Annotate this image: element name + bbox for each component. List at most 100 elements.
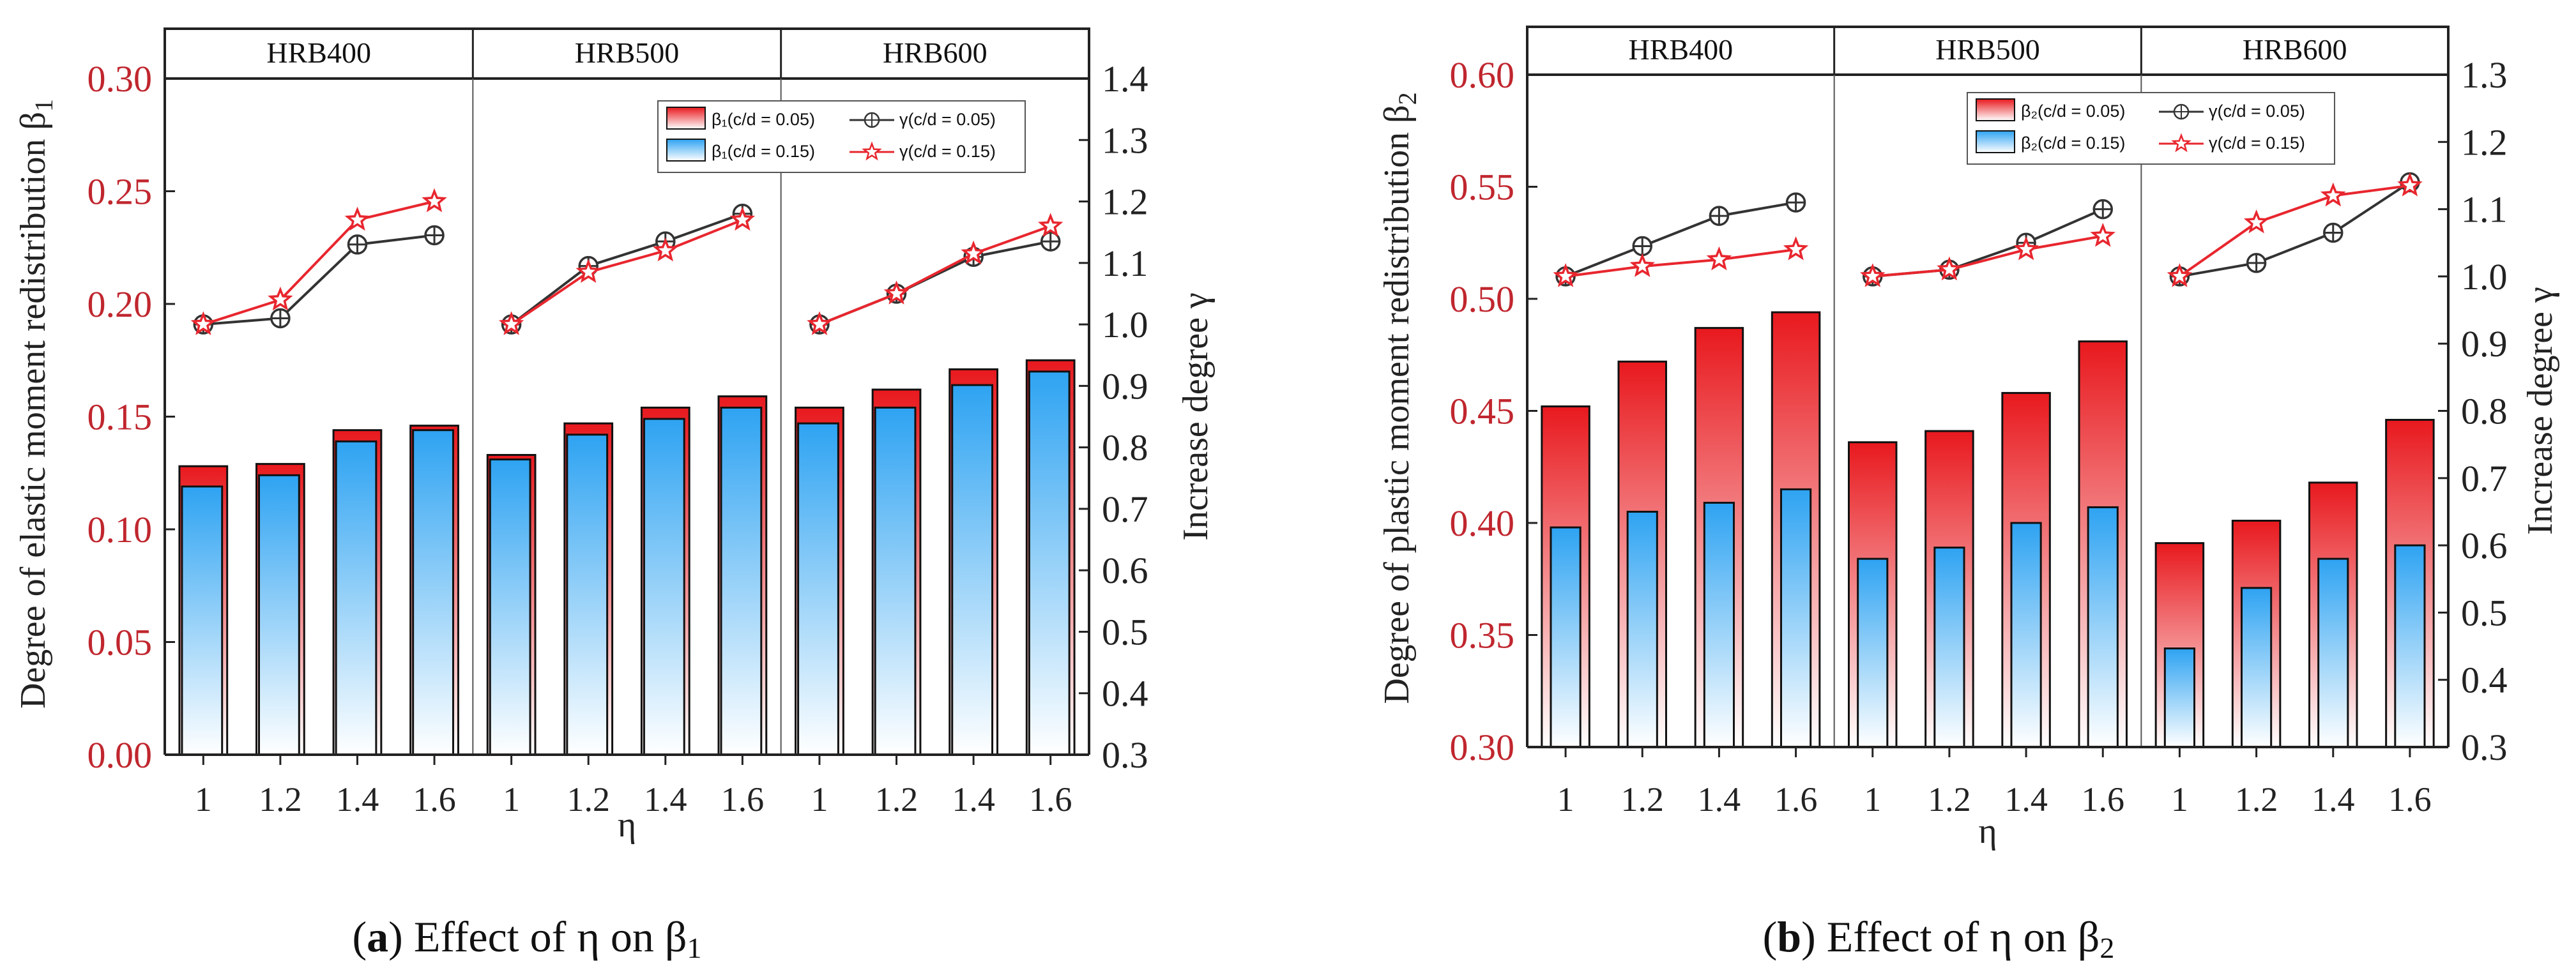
legend-label-line1: γ(c/d = 0.05) [2209,102,2305,121]
legend-swatch-bar2 [666,139,706,162]
bar-series2-7 [720,406,763,756]
ytick-label: 0.35 [1450,615,1515,656]
line-series1-group-1 [510,212,743,326]
point-series1-10 [2323,222,2344,243]
bar-series2-5 [566,434,609,756]
bar-series2-0 [1550,526,1581,748]
point-series2-11 [2397,172,2423,197]
bar-series2-9 [874,406,917,756]
y2-axis-title: Increase degree γ [2520,287,2560,534]
xtick-label: 1.6 [721,780,765,819]
y2tick-label: 1.0 [2461,256,2508,298]
legend-box [1967,92,2335,165]
line-series1-group-0 [203,234,435,326]
xtick-label: 1.6 [413,780,456,819]
point-series2-8 [807,311,832,335]
point-series1-9 [2246,253,2267,273]
bar-series2-1 [1626,510,1658,748]
group-label-hrb600: HRB600 [2243,33,2347,66]
y2tick-label: 0.7 [1102,488,1148,530]
bar-series2-0 [181,485,224,756]
point-series2-4 [1860,263,1886,287]
panel-a-chart: HRB400 HRB500 HRB600 0.00 0.05 0.10 0.15 0.20 0.… [13,27,1216,845]
point-series2-2 [344,206,370,231]
y2tick-label: 0.3 [2461,727,2508,768]
point-series2-7 [2090,222,2116,247]
y2tick-label: 1.2 [1102,181,1148,223]
y2tick-label: 1.1 [1102,243,1148,284]
xtick-label: 1 [2171,780,2188,819]
xtick-label: 1.6 [1774,780,1818,819]
xtick-label: 1.2 [1621,780,1665,819]
xtick-label: 1 [195,780,212,819]
ytick-label: 0.25 [88,171,153,213]
line-series2-group-1 [510,218,743,326]
y2tick-label: 0.3 [1102,734,1148,776]
group-label-hrb500: HRB500 [1935,33,2040,66]
point-series2-10 [2320,182,2346,207]
point-series2-2 [1706,246,1732,271]
y2tick-label: 0.9 [1102,365,1148,407]
group-header-strip [164,27,1090,80]
point-series2-0 [190,311,216,335]
y2tick-label: 1.3 [1102,119,1148,161]
y2tick-label: 0.4 [2461,660,2508,701]
xtick-label: 1 [811,780,828,819]
bar-series2-8 [2163,647,2196,748]
xtick-label: 1.4 [336,780,379,819]
bar-series2-2 [335,440,377,756]
xtick-label: 1.2 [259,780,302,819]
bar-series2-4 [1857,557,1889,748]
point-series2-6 [2013,236,2039,261]
line-series1-group-0 [1565,201,1796,278]
xtick-label: 1.2 [567,780,610,819]
x-axis-title: η [618,805,636,845]
legend-label-line1: γ(c/d = 0.05) [899,110,996,129]
bar-series2-2 [1703,501,1735,748]
xtick-label: 1.2 [2235,780,2278,819]
ytick-label: 0.50 [1450,278,1515,320]
group-header-strip [1526,26,2450,76]
ytick-label: 0.15 [88,397,153,438]
xtick-label: 1.4 [2312,780,2355,819]
ytick-label: 0.00 [88,734,153,776]
legend-label-line2: γ(c/d = 0.15) [2209,133,2305,153]
point-series1-2 [347,234,368,255]
line-series2-group-0 [1565,248,1796,278]
y2tick-label: 1.2 [2461,121,2508,163]
group-label-hrb400: HRB400 [1629,33,1734,66]
caption-a: (a) Effect of η on β1 [353,912,702,964]
ytick-label: 0.55 [1450,167,1515,208]
bar-series2-11 [2394,544,2426,748]
legend-swatch-bar1 [666,107,706,130]
point-series2-5 [1937,256,1962,281]
legend: β₂(c/d = 0.05) γ(c/d = 0.05) β₂(c/d = 0.15… [1967,92,2335,165]
y2tick-label: 0.8 [1102,427,1148,469]
xtick-label: 1 [503,780,520,819]
point-series2-5 [575,259,601,283]
xtick-label: 1 [1557,780,1574,819]
point-series2-1 [1629,253,1655,277]
legend-box [657,100,1026,173]
point-series2-9 [883,280,910,305]
bar-series2-6 [2010,522,2042,748]
y2tick-label: 1.0 [1102,304,1148,345]
point-series1-2 [1709,206,1730,226]
group-label-hrb600: HRB600 [883,36,987,69]
xtick-label: 1.4 [952,780,995,819]
bar-series2-7 [2087,506,2119,748]
legend-label-bar1: β₁(c/d = 0.05) [712,110,815,129]
bar-series2-10 [951,384,994,756]
line-series1-group-2 [819,240,1051,326]
y2-axis-title: Increase degree γ [1176,292,1216,540]
xtick-label: 1.6 [2388,780,2432,819]
point-series2-4 [498,311,524,335]
ytick-label: 0.20 [88,283,153,325]
point-series1-1 [1632,236,1652,257]
bar-series2-3 [412,429,454,756]
point-series1-7 [2092,199,2113,220]
y2tick-label: 0.6 [1102,550,1148,591]
y2tick-label: 0.5 [2461,592,2508,633]
y2tick-label: 0.7 [2461,458,2508,499]
point-series2-9 [2243,209,2269,234]
